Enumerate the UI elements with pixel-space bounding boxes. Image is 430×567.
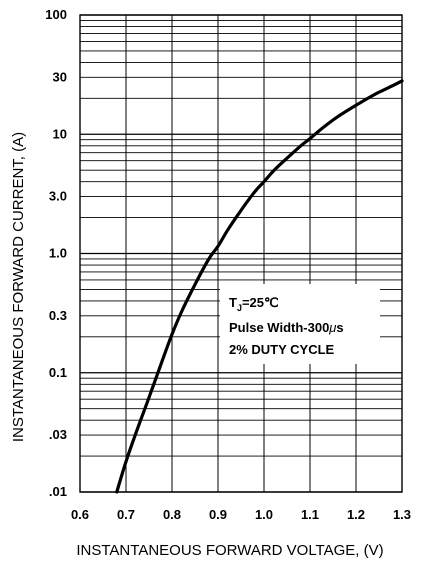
annotation-tj: TJ=25℃	[229, 295, 279, 313]
y-tick-label: 1.0	[49, 246, 67, 261]
x-axis-label: INSTANTANEOUS FORWARD VOLTAGE, (V)	[76, 542, 383, 559]
plot-frame	[79, 14, 403, 493]
forward-current-curve	[115, 79, 404, 494]
y-tick-label: 3.0	[49, 189, 67, 204]
x-tick-label: 0.7	[117, 507, 135, 522]
y-tick-label: 0.3	[49, 308, 67, 323]
x-tick-labels: 0.6 0.7 0.8 0.9 1.0 1.1 1.2 1.3	[71, 507, 411, 522]
y-tick-label: 30	[53, 69, 67, 84]
y-tick-label: 10	[53, 126, 67, 141]
annotation-tj-subscript: J	[237, 303, 242, 313]
y-tick-labels: 100 30 10 3.0 1.0 0.3 0.1 .03 .01	[45, 7, 67, 499]
x-tick-label: 1.3	[393, 507, 411, 522]
y-tick-label: .01	[49, 484, 67, 499]
annotation-pulse-width-prefix: Pulse Width-300	[229, 320, 329, 335]
x-tick-label: 1.1	[301, 507, 319, 522]
annotation-tj-value: =25℃	[242, 295, 279, 310]
x-tick-label: 1.0	[255, 507, 273, 522]
y-axis-label: INSTANTANEOUS FORWARD CURRENT, (A)	[10, 132, 27, 442]
y-tick-label: 0.1	[49, 365, 67, 380]
annotation-duty-cycle: 2% DUTY CYCLE	[229, 342, 335, 357]
annotation-background	[220, 284, 380, 364]
annotation-tj-prefix: T	[229, 295, 237, 310]
x-tick-label: 0.8	[163, 507, 181, 522]
x-tick-label: 1.2	[347, 507, 365, 522]
x-tick-label: 0.6	[71, 507, 89, 522]
annotation-pulse-width: Pulse Width-300μs	[229, 320, 344, 335]
annotation-pulse-width-suffix: s	[336, 320, 343, 335]
grid-minor	[80, 20, 402, 457]
y-tick-label: .03	[49, 427, 67, 442]
annotation-box: TJ=25℃ Pulse Width-300μs 2% DUTY CYCLE	[220, 284, 380, 364]
annotation-mu-symbol: μ	[328, 320, 336, 335]
x-tick-label: 0.9	[209, 507, 227, 522]
y-tick-label: 100	[45, 7, 67, 22]
